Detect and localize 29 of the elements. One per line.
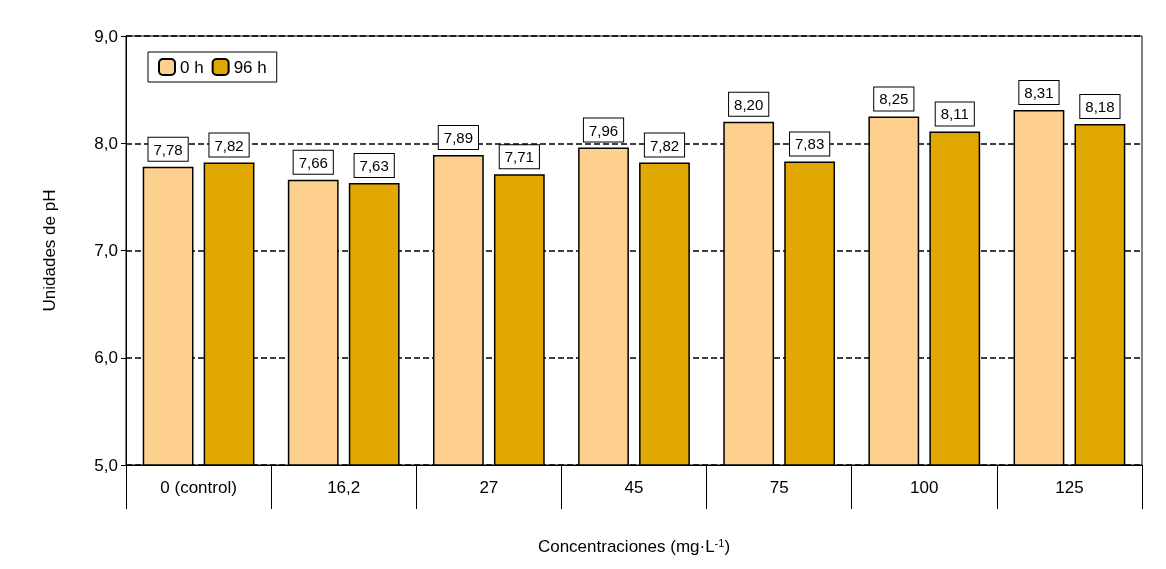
data-label: 8,31 (1024, 84, 1054, 101)
x-tick-label: 125 (1055, 478, 1084, 497)
y-tick-label: 9,0 (94, 26, 118, 46)
y-tick-label: 7,0 (94, 241, 118, 260)
data-label: 8,11 (940, 105, 969, 123)
legend-label: 96 h (233, 57, 267, 77)
data-label: 7,63 (359, 156, 389, 174)
data-label: 7,96 (588, 121, 619, 139)
legend-label: 0 h (180, 57, 204, 77)
data-label: 7,66 (298, 153, 328, 171)
x-tick-label: 16,2 (327, 478, 361, 497)
x-tick-label: 27 (479, 478, 499, 497)
data-label: 7,82 (214, 136, 244, 154)
data-label: 8,25 (879, 90, 909, 108)
data-label: 7,78 (153, 140, 183, 158)
x-tick-label: 45 (624, 478, 644, 497)
y-tick-label: 5,0 (94, 455, 118, 475)
y-axis-title: Unidades de pH (40, 189, 59, 312)
x-tick-label: 100 (910, 478, 939, 497)
y-tick-label: 8,0 (94, 133, 118, 153)
data-label: 7,89 (443, 129, 473, 147)
data-label: 7,83 (795, 135, 825, 153)
data-label: 8,18 (1085, 97, 1115, 115)
data-label: 8,20 (734, 95, 764, 113)
x-tick-label: 0 (control) (160, 478, 237, 497)
x-tick-label: 75 (769, 478, 789, 497)
y-tick-label: 6,0 (94, 348, 118, 368)
data-label: 7,82 (649, 136, 680, 154)
data-label: 7,71 (504, 148, 534, 166)
